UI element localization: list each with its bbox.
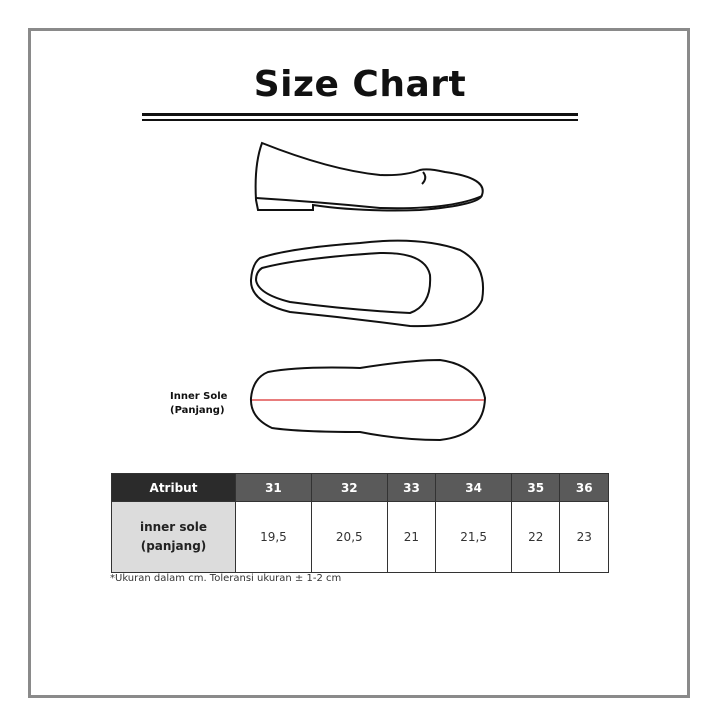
header-size: 36 bbox=[559, 473, 609, 502]
inner-sole-view bbox=[249, 358, 487, 442]
table-row: inner sole (panjang) 19,5 20,5 21 21,5 2… bbox=[111, 501, 609, 573]
table-cell: 21 bbox=[386, 501, 437, 573]
title-rule bbox=[142, 113, 578, 116]
row-label-line1: inner sole bbox=[139, 520, 208, 534]
header-size: 32 bbox=[310, 473, 388, 502]
header-size: 35 bbox=[511, 473, 561, 502]
row-label-line2: (panjang) bbox=[140, 539, 207, 553]
table-cell: 23 bbox=[559, 501, 609, 573]
header-size: 31 bbox=[235, 473, 312, 502]
row-label: inner sole (panjang) bbox=[111, 501, 236, 573]
table-cell: 21,5 bbox=[435, 501, 513, 573]
header-size: 33 bbox=[386, 473, 437, 502]
inner-sole-label: Inner Sole (Panjang) bbox=[170, 390, 227, 418]
header-size: 34 bbox=[435, 473, 513, 502]
page-title: Size Chart bbox=[253, 64, 467, 105]
inner-sole-label-line2: (Panjang) bbox=[170, 405, 225, 416]
shoe-side-view bbox=[254, 141, 484, 212]
page-frame bbox=[28, 28, 690, 698]
size-note: *Ukuran dalam cm. Toleransi ukuran ± 1-2… bbox=[110, 573, 342, 584]
table-cell: 20,5 bbox=[310, 501, 388, 573]
shoe-top-view bbox=[249, 239, 484, 328]
table-header-row: Atribut 31 32 33 34 35 36 bbox=[111, 473, 609, 502]
size-table: Atribut 31 32 33 34 35 36 inner sole (pa… bbox=[111, 473, 609, 573]
header-atribut: Atribut bbox=[111, 473, 236, 502]
table-cell: 22 bbox=[511, 501, 561, 573]
inner-sole-label-line1: Inner Sole bbox=[170, 391, 228, 402]
title-rule-thin bbox=[142, 119, 578, 121]
table-cell: 19,5 bbox=[235, 501, 312, 573]
